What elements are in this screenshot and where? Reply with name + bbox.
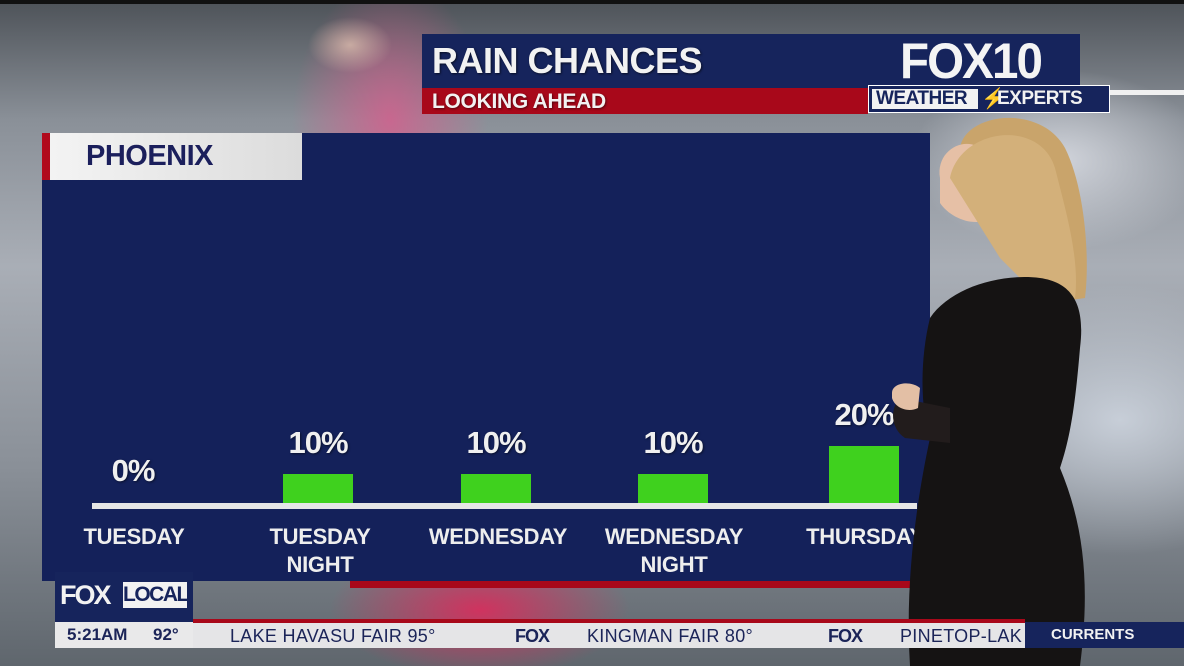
time-temp-box: 5:21AM 92° <box>55 622 193 648</box>
header-title-bar: RAIN CHANCES <box>422 34 1080 88</box>
label-tuesday: TUESDAY <box>39 523 229 551</box>
value-thursday: 20% <box>834 397 894 432</box>
label-line-1: WEDNESDAY <box>428 524 568 549</box>
fox-local-fox-text: FOX <box>60 580 111 610</box>
bar-wednesday-night <box>638 474 708 503</box>
weather-experts-logo: WEATHER ⚡ EXPERTS <box>868 85 1110 113</box>
logo-weather-text: WEATHER <box>872 89 978 109</box>
label-line-1: WEDNESDAY <box>604 524 744 549</box>
label-wednesday-night: WEDNESDAY NIGHT <box>579 523 769 579</box>
header-divider-line <box>1110 90 1184 95</box>
current-temp: 92° <box>153 625 179 644</box>
label-line-2: NIGHT <box>640 552 708 577</box>
lightning-bolt-icon: ⚡ <box>981 88 1006 110</box>
value-wednesday-night: 10% <box>643 425 703 460</box>
rain-chances-panel <box>42 133 930 581</box>
label-thursday: THURSDAY <box>770 523 960 551</box>
ticker-fox-logo: FOX <box>828 626 863 646</box>
ticker-red-line <box>193 619 1025 623</box>
fox-local-logo: FOX LOCAL <box>55 572 193 622</box>
chart-baseline <box>92 503 917 509</box>
label-line-2: NIGHT <box>286 552 354 577</box>
header-subtitle-bar: LOOKING AHEAD <box>422 88 868 114</box>
currents-section-label: CURRENTS <box>1025 622 1184 648</box>
value-tuesday: 0% <box>111 453 156 488</box>
label-line-1: TUESDAY <box>269 524 371 549</box>
top-letterbox <box>0 0 1184 4</box>
city-name: PHOENIX <box>86 140 214 172</box>
value-tuesday-night: 10% <box>288 425 348 460</box>
logo-experts-text: EXPERTS <box>997 88 1083 109</box>
label-tuesday-night: TUESDAY NIGHT <box>225 523 415 579</box>
header-subtitle: LOOKING AHEAD <box>432 90 606 113</box>
fox10-logo: FOX10 <box>900 33 1043 89</box>
bar-tuesday-night <box>283 474 353 503</box>
current-time: 5:21AM <box>67 625 128 644</box>
label-wednesday: WEDNESDAY <box>403 523 593 551</box>
ticker-item: LAKE HAVASU FAIR 95° <box>230 626 436 646</box>
header-title: RAIN CHANCES <box>432 40 703 81</box>
city-tab: PHOENIX <box>42 133 302 180</box>
bar-wednesday <box>461 474 531 503</box>
ticker-fox-logo: FOX <box>515 626 550 646</box>
ticker-item: PINETOP-LAK <box>900 626 1023 646</box>
panel-red-stripe <box>350 581 930 588</box>
value-wednesday: 10% <box>466 425 526 460</box>
bar-thursday <box>829 446 899 503</box>
presenter-silhouette <box>892 117 1087 666</box>
fox-local-local-text: LOCAL <box>123 582 189 608</box>
city-tab-accent <box>42 133 50 180</box>
currents-text: CURRENTS <box>1051 626 1135 643</box>
weather-ticker: LAKE HAVASU FAIR 95° FOX KINGMAN FAIR 80… <box>193 623 1025 648</box>
ticker-item: KINGMAN FAIR 80° <box>587 626 754 646</box>
label-line-1: TUESDAY <box>83 524 185 549</box>
label-line-1: THURSDAY <box>806 524 924 549</box>
